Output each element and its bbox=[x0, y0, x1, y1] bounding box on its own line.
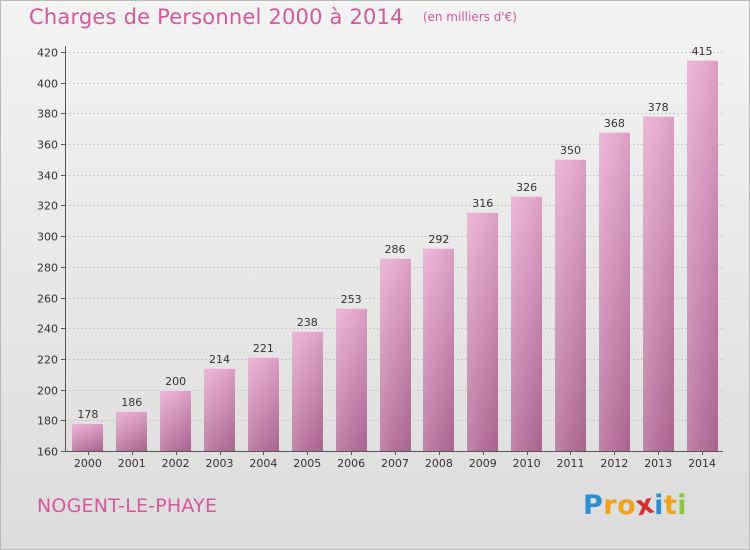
y-tick-label: 280 bbox=[37, 262, 58, 275]
y-tick-label: 320 bbox=[37, 200, 58, 213]
bar-sheen bbox=[555, 159, 586, 451]
bar-sheen bbox=[336, 308, 367, 451]
value-label: 415 bbox=[692, 45, 713, 58]
bar-sheen bbox=[248, 357, 279, 451]
value-label: 368 bbox=[604, 117, 625, 130]
bar-sheen bbox=[72, 423, 103, 451]
value-label: 200 bbox=[165, 375, 186, 388]
y-tick-label: 400 bbox=[37, 78, 58, 91]
y-tick-label: 360 bbox=[37, 139, 58, 152]
logo-letter: i bbox=[654, 490, 664, 521]
bar-sheen bbox=[204, 368, 235, 451]
logo-letter: o bbox=[617, 490, 637, 521]
x-tick-label: 2002 bbox=[162, 457, 190, 470]
logo-letter: P bbox=[583, 490, 604, 521]
y-tick-labels: 160 180 200 220 240 260 280 300 320 340 360 380 400 4… bbox=[37, 47, 58, 459]
value-label: 186 bbox=[121, 396, 142, 409]
y-tick-label: 340 bbox=[37, 170, 58, 183]
x-tick-label: 2010 bbox=[513, 457, 541, 470]
proxiti-logo: Proxiti bbox=[583, 488, 688, 522]
value-label: 286 bbox=[385, 243, 406, 256]
bars bbox=[72, 60, 718, 451]
bar-sheen bbox=[380, 258, 411, 451]
y-tick-label: 420 bbox=[37, 47, 58, 60]
value-label: 221 bbox=[253, 342, 274, 355]
x-tick-label: 2005 bbox=[293, 457, 321, 470]
chart-title: Charges de Personnel 2000 à 2014 bbox=[29, 5, 404, 29]
chart-unit: (en milliers d'€) bbox=[422, 10, 517, 24]
value-label: 316 bbox=[472, 197, 493, 210]
value-label: 238 bbox=[297, 316, 318, 329]
value-label: 350 bbox=[560, 144, 581, 157]
value-label: 292 bbox=[428, 233, 449, 246]
bar-sheen bbox=[160, 390, 191, 451]
x-tick-label: 2011 bbox=[556, 457, 584, 470]
bar-sheen bbox=[423, 248, 454, 451]
bar-sheen bbox=[643, 116, 674, 451]
title-row: Charges de Personnel 2000 à 2014 (en mil… bbox=[29, 5, 517, 29]
x-tick-label: 2007 bbox=[381, 457, 409, 470]
logo-letter: t bbox=[663, 490, 678, 521]
value-label: 378 bbox=[648, 101, 669, 114]
bar-sheen bbox=[687, 60, 718, 451]
axes bbox=[61, 46, 723, 455]
x-tick-labels: 2000 2001 2002 2003 2004 2005 2006 2007 2008 2009… bbox=[74, 457, 716, 470]
bar-sheen bbox=[511, 196, 542, 451]
y-tick-label: 160 bbox=[37, 446, 58, 459]
bar-sheen bbox=[292, 331, 323, 451]
x-tick-label: 2000 bbox=[74, 457, 102, 470]
logo-letter: r bbox=[603, 490, 618, 521]
y-tick-label: 300 bbox=[37, 231, 58, 244]
y-tick-label: 220 bbox=[37, 354, 58, 367]
x-tick-label: 2012 bbox=[600, 457, 628, 470]
y-tick-label: 260 bbox=[37, 293, 58, 306]
logo-letter: i bbox=[677, 490, 688, 521]
value-label: 178 bbox=[77, 408, 98, 421]
x-tick-label: 2006 bbox=[337, 457, 365, 470]
y-tick-label: 380 bbox=[37, 108, 58, 121]
x-tick-label: 2001 bbox=[118, 457, 146, 470]
x-tick-label: 2013 bbox=[644, 457, 672, 470]
value-labels: 178 186 200 214 221 238 253 286 292 316 326 350 368 3… bbox=[77, 45, 712, 421]
x-tick-label: 2009 bbox=[469, 457, 497, 470]
value-label: 253 bbox=[341, 293, 362, 306]
x-tick-label: 2003 bbox=[206, 457, 234, 470]
x-tick-label: 2004 bbox=[249, 457, 277, 470]
bar-sheen bbox=[599, 132, 630, 451]
bar-sheen bbox=[116, 411, 147, 451]
value-label: 326 bbox=[516, 181, 537, 194]
value-label: 214 bbox=[209, 353, 230, 366]
x-tick-label: 2008 bbox=[425, 457, 453, 470]
commune-name: NOGENT-LE-PHAYE bbox=[37, 495, 218, 517]
bar-sheen bbox=[467, 212, 498, 451]
y-tick-label: 200 bbox=[37, 385, 58, 398]
y-tick-label: 180 bbox=[37, 415, 58, 428]
x-tick-label: 2014 bbox=[688, 457, 716, 470]
y-tick-label: 240 bbox=[37, 323, 58, 336]
